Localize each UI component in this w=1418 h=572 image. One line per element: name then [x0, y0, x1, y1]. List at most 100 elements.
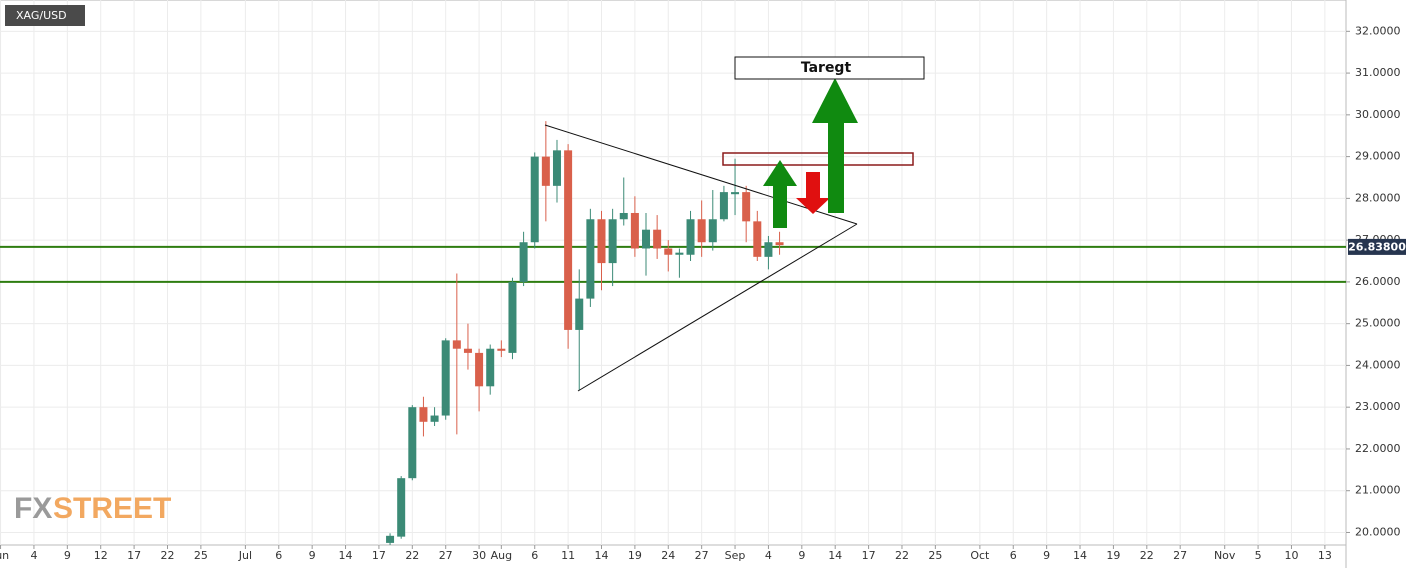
plot-frame: [0, 0, 1347, 546]
x-tick-label: 22: [405, 549, 419, 562]
x-tick-label: 22: [160, 549, 174, 562]
candle-body: [508, 281, 517, 353]
candle-body: [564, 150, 573, 330]
x-tick-label: Aug: [491, 549, 512, 562]
last-price-label: 26.83800: [1348, 240, 1406, 253]
watermark: FX: [14, 492, 52, 525]
candle-body: [764, 242, 773, 257]
x-tick-label: 4: [765, 549, 772, 562]
x-tick-label: 5: [1255, 549, 1262, 562]
candle-body: [630, 212, 639, 249]
candle-body: [552, 150, 561, 186]
up-arrow: [812, 78, 858, 213]
x-tick-label: 4: [30, 549, 37, 562]
y-tick-label: 29.0000: [1355, 150, 1401, 163]
x-tick-label: Nov: [1214, 549, 1236, 562]
y-tick-label: 32.0000: [1355, 24, 1401, 37]
y-tick-label: 21.0000: [1355, 484, 1401, 497]
candle-body: [586, 219, 595, 299]
x-tick-label: 24: [661, 549, 675, 562]
x-tick-label: 27: [1173, 549, 1187, 562]
x-tick-label: 17: [862, 549, 876, 562]
candle-body: [575, 298, 584, 330]
candle-body: [719, 192, 728, 220]
trend-line: [577, 223, 858, 392]
x-tick-label: Oct: [970, 549, 990, 562]
x-tick-label: Sep: [725, 549, 746, 562]
candle-body: [463, 348, 472, 353]
y-tick-label: 25.0000: [1355, 317, 1401, 330]
y-tick-label: 31.0000: [1355, 66, 1401, 79]
candle-body: [708, 219, 717, 243]
x-tick-label: 25: [928, 549, 942, 562]
candle-body: [697, 219, 706, 243]
candle-body: [452, 340, 461, 349]
candle-body: [408, 407, 417, 479]
annotation-box: [734, 56, 925, 80]
y-tick-label: 26.0000: [1355, 275, 1401, 288]
candle-body: [775, 242, 784, 246]
x-tick-label: 30: [472, 549, 486, 562]
x-tick-label: 11: [561, 549, 575, 562]
candle-body: [608, 219, 617, 264]
x-tick-label: 14: [594, 549, 608, 562]
candles: [0, 121, 1346, 545]
x-tick-label: 14: [828, 549, 842, 562]
drawings: Taregt: [544, 56, 925, 392]
y-tick-label: 22.0000: [1355, 442, 1401, 455]
x-tick-label: 9: [1043, 549, 1050, 562]
candle-body: [597, 219, 606, 264]
up-arrow: [763, 160, 797, 228]
x-tick-label: 27: [439, 549, 453, 562]
candle-body: [642, 229, 651, 249]
candle-body: [519, 242, 528, 282]
x-tick-label: 14: [1073, 549, 1087, 562]
candle-body: [686, 219, 695, 255]
x-tick-label: Jun: [0, 549, 9, 562]
x-tick-label: 9: [798, 549, 805, 562]
x-tick-label: 9: [64, 549, 71, 562]
x-tick-label: 6: [275, 549, 282, 562]
candle-body: [486, 348, 495, 387]
candle-body: [731, 192, 740, 195]
x-tick-label: 25: [194, 549, 208, 562]
x-tick-label: 17: [372, 549, 386, 562]
x-tick-label: 12: [94, 549, 108, 562]
y-tick-label: 30.0000: [1355, 108, 1401, 121]
candle-body: [653, 229, 662, 249]
candle-body: [675, 252, 684, 255]
y-tick-label: 24.0000: [1355, 358, 1401, 371]
x-tick-label: 27: [695, 549, 709, 562]
x-tick-label: 6: [531, 549, 538, 562]
title-box: [5, 5, 85, 26]
candle-body: [386, 535, 395, 543]
chart-title: XAG/USD: [16, 9, 67, 22]
candle-body: [441, 340, 450, 416]
candle-body: [742, 192, 751, 222]
y-tick-label: 20.0000: [1355, 525, 1401, 538]
resistance-box: [722, 152, 914, 166]
y-tick-label: 28.0000: [1355, 191, 1401, 204]
trend-line: [544, 124, 858, 225]
x-tick-label: 19: [1106, 549, 1120, 562]
x-tick-label: 22: [1140, 549, 1154, 562]
candle-body: [475, 352, 484, 387]
candle-body: [497, 348, 506, 351]
candle-body: [397, 478, 406, 537]
x-tick-label: 14: [339, 549, 353, 562]
candle-body: [541, 156, 550, 186]
candle-body: [753, 221, 762, 257]
y-tick-label: 23.0000: [1355, 400, 1401, 413]
down-arrow: [796, 172, 830, 214]
candle-body: [619, 212, 628, 220]
x-tick-label: 10: [1284, 549, 1298, 562]
watermark: STREET: [53, 492, 171, 525]
x-tick-label: Jul: [238, 549, 252, 562]
annotation: Taregt: [801, 60, 852, 76]
candle-body: [419, 407, 428, 422]
x-tick-label: 17: [127, 549, 141, 562]
x-tick-label: 9: [309, 549, 316, 562]
x-tick-label: 22: [895, 549, 909, 562]
